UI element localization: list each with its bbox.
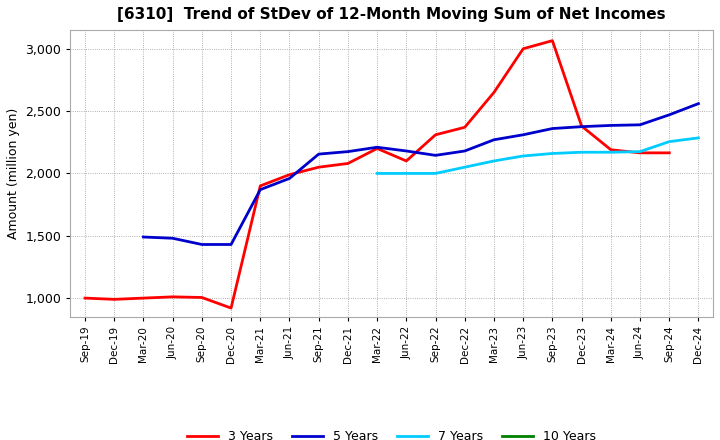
3 Years	[402, 158, 410, 164]
5 Years	[636, 122, 644, 128]
3 Years	[460, 125, 469, 130]
Line: 3 Years: 3 Years	[85, 40, 669, 308]
Legend: 3 Years, 5 Years, 7 Years, 10 Years: 3 Years, 5 Years, 7 Years, 10 Years	[182, 425, 601, 440]
3 Years	[256, 183, 264, 188]
5 Years	[694, 101, 703, 106]
5 Years	[315, 151, 323, 157]
3 Years	[665, 150, 673, 155]
5 Years	[402, 148, 410, 154]
3 Years	[519, 46, 528, 51]
5 Years	[665, 112, 673, 117]
Line: 5 Years: 5 Years	[143, 103, 698, 245]
7 Years	[490, 158, 498, 164]
3 Years	[373, 146, 382, 151]
5 Years	[139, 235, 148, 240]
3 Years	[110, 297, 119, 302]
7 Years	[460, 165, 469, 170]
5 Years	[606, 123, 615, 128]
5 Years	[168, 235, 177, 241]
5 Years	[577, 124, 586, 129]
3 Years	[315, 165, 323, 170]
5 Years	[197, 242, 206, 247]
7 Years	[606, 150, 615, 155]
3 Years	[197, 295, 206, 300]
7 Years	[431, 171, 440, 176]
7 Years	[548, 151, 557, 156]
5 Years	[490, 137, 498, 143]
7 Years	[694, 135, 703, 140]
3 Years	[606, 147, 615, 152]
7 Years	[577, 150, 586, 155]
5 Years	[431, 153, 440, 158]
5 Years	[460, 148, 469, 154]
3 Years	[343, 161, 352, 166]
7 Years	[373, 171, 382, 176]
5 Years	[285, 176, 294, 181]
5 Years	[548, 126, 557, 131]
3 Years	[490, 90, 498, 95]
3 Years	[577, 123, 586, 128]
5 Years	[256, 187, 264, 192]
3 Years	[548, 38, 557, 43]
5 Years	[519, 132, 528, 137]
5 Years	[227, 242, 235, 247]
7 Years	[402, 171, 410, 176]
5 Years	[343, 149, 352, 154]
3 Years	[431, 132, 440, 137]
7 Years	[665, 139, 673, 144]
3 Years	[168, 294, 177, 300]
3 Years	[285, 172, 294, 177]
5 Years	[373, 145, 382, 150]
Line: 7 Years: 7 Years	[377, 138, 698, 173]
Title: [6310]  Trend of StDev of 12-Month Moving Sum of Net Incomes: [6310] Trend of StDev of 12-Month Moving…	[117, 7, 666, 22]
7 Years	[636, 149, 644, 154]
Y-axis label: Amount (million yen): Amount (million yen)	[7, 108, 20, 239]
3 Years	[139, 295, 148, 301]
3 Years	[81, 295, 89, 301]
7 Years	[519, 153, 528, 158]
3 Years	[227, 305, 235, 311]
3 Years	[636, 150, 644, 155]
